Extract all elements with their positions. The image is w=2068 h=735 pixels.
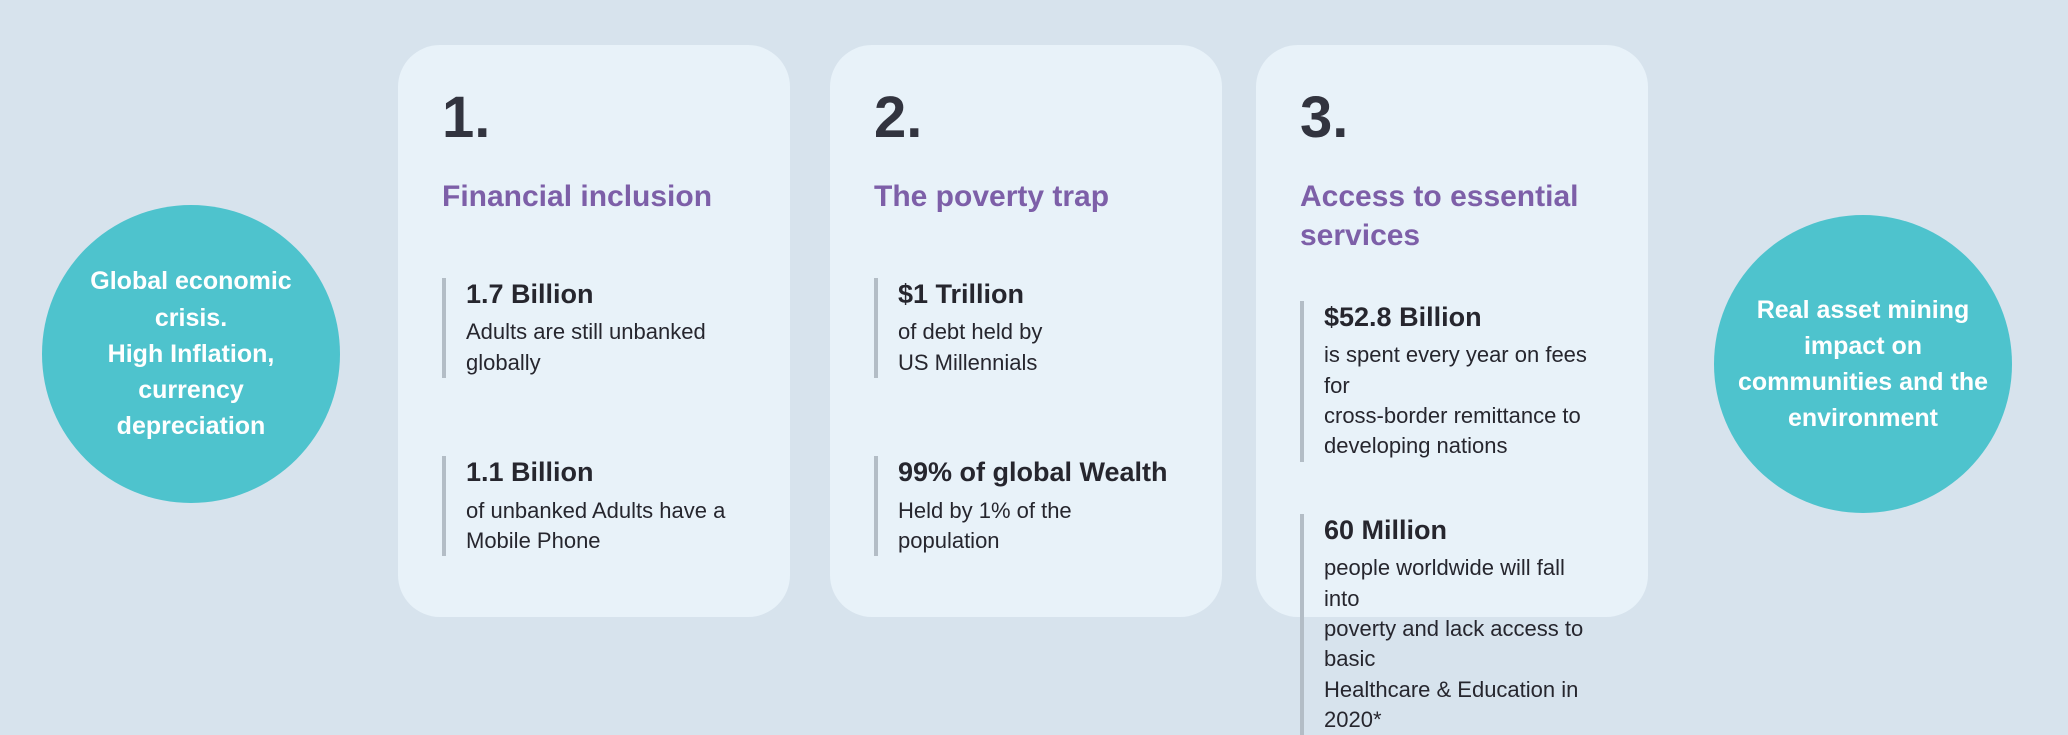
card-number: 3. bbox=[1300, 85, 1349, 150]
card-number: 2. bbox=[874, 85, 923, 150]
stat-description: people worldwide will fall into poverty … bbox=[1324, 555, 1584, 733]
stat-value: $52.8 Billion bbox=[1324, 302, 1482, 332]
card-title: Access to essential services bbox=[1300, 180, 1579, 252]
stat-value: 60 Million bbox=[1324, 514, 1448, 545]
stat-block: 99% of global Wealth Held by 1% of the p… bbox=[874, 456, 1178, 557]
stat-block: 1.1 Billion of unbanked Adults have a Mo… bbox=[442, 456, 746, 557]
card-number: 1. bbox=[442, 85, 491, 150]
stat-value: $1 Trillion bbox=[898, 279, 1025, 309]
card-title: Financial inclusion bbox=[442, 180, 713, 213]
card-access-essential-services: 3. Access to essential services $52.8 Bi… bbox=[1256, 45, 1648, 735]
stat-block: $1 Trillion of debt held by US Millennia… bbox=[874, 278, 1178, 379]
stat-value: 1.7 Billion bbox=[466, 279, 594, 309]
stat-block: 1.7 Billion Adults are still unbanked gl… bbox=[442, 278, 746, 379]
stat-description: Adults are still unbanked globally bbox=[466, 319, 706, 375]
stat-block: $52.8 Billion is spent every year on fee… bbox=[1300, 301, 1604, 462]
stat-value: 1.1 Billion bbox=[466, 457, 594, 488]
card-poverty-trap: 2. The poverty trap $1 Trillion of debt … bbox=[830, 45, 1222, 617]
left-circle-text: Global economic crisis. High Inflation, … bbox=[90, 267, 292, 441]
card-financial-inclusion: 1. Financial inclusion 1.7 Billion Adult… bbox=[398, 45, 790, 617]
card-title: The poverty trap bbox=[874, 180, 1110, 213]
stat-description: is spent every year on fees for cross-bo… bbox=[1324, 342, 1587, 459]
stat-value: 99% of global Wealth bbox=[898, 457, 1168, 488]
stat-block: 60 Million people worldwide will fall in… bbox=[1300, 513, 1604, 735]
stat-description: of debt held by US Millennials bbox=[898, 319, 1043, 375]
right-context-circle: Real asset mining impact on communities … bbox=[1714, 215, 2012, 513]
right-circle-text: Real asset mining impact on communities … bbox=[1737, 295, 1989, 433]
stat-description: Held by 1% of the population bbox=[898, 497, 1072, 553]
stat-description: of unbanked Adults have a Mobile Phone bbox=[466, 497, 726, 553]
left-context-circle: Global economic crisis. High Inflation, … bbox=[42, 205, 340, 503]
